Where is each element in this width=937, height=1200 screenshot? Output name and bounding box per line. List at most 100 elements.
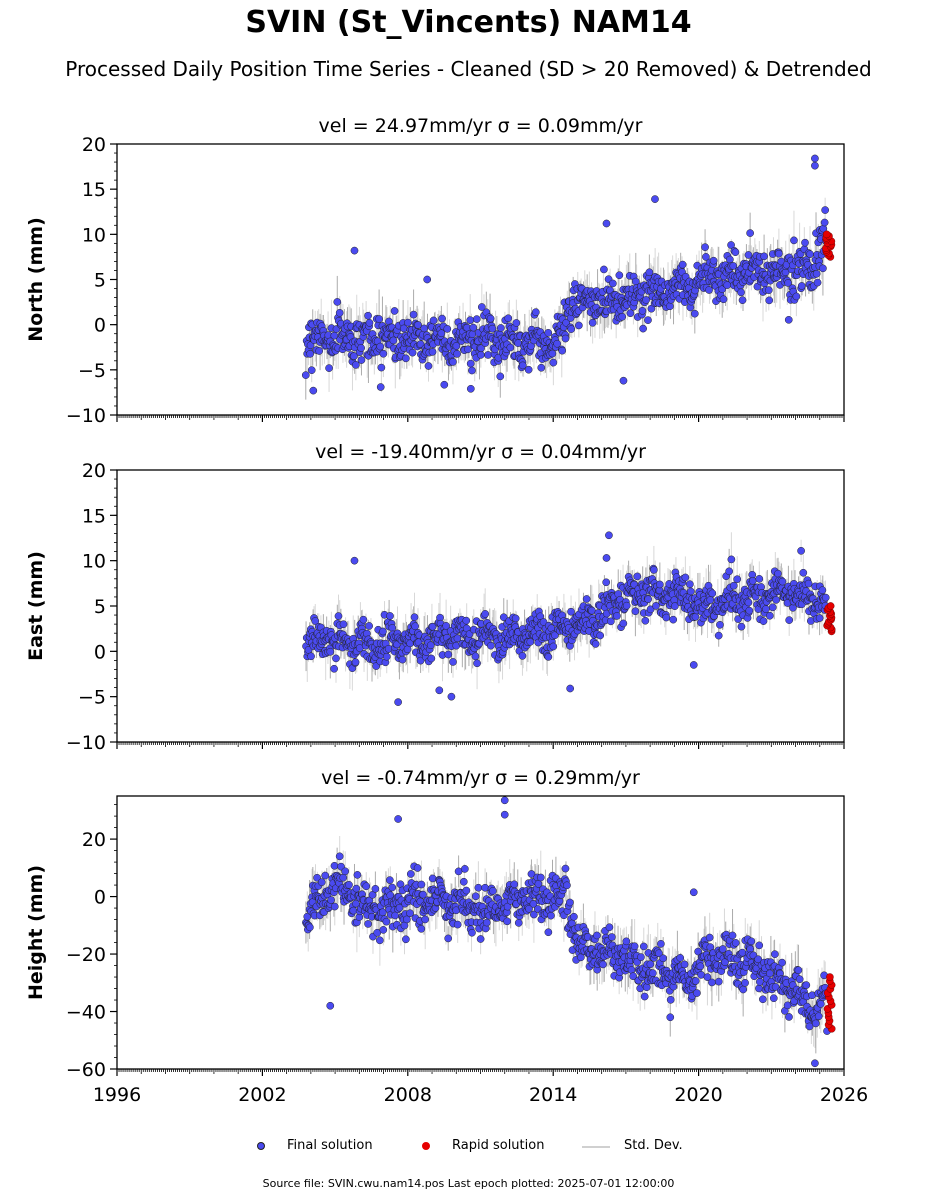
north-final-point (797, 282, 806, 290)
north-final-point (504, 314, 513, 323)
height-final-point (402, 935, 410, 944)
east-final-point (656, 580, 664, 589)
north-final-point (488, 324, 497, 333)
height-final-point (417, 924, 426, 933)
north-final-point (379, 349, 388, 358)
east-panel-title: vel = -19.40mm/yr σ = 0.04mm/yr (315, 441, 646, 463)
east-final-point (339, 620, 348, 629)
height-final-point (816, 1000, 825, 1008)
east-final-point (567, 607, 575, 616)
height-final-point (769, 994, 778, 1003)
north-final-point (806, 250, 814, 258)
north-final-point (449, 358, 457, 366)
north-final-point (476, 351, 485, 359)
north-final-point (438, 314, 446, 323)
height-final-point (642, 983, 651, 992)
east-final-point (386, 612, 394, 620)
north-final-point (729, 262, 738, 270)
north-final-point (486, 314, 495, 323)
north-final-point (429, 316, 438, 325)
north-final-point (719, 295, 728, 304)
east-final-point (607, 617, 615, 626)
east-final-point (633, 572, 642, 581)
north-y-tick-label: 5 (94, 270, 106, 292)
east-final-point (359, 615, 368, 624)
east-final-point (706, 596, 715, 604)
height-final-point (741, 979, 749, 987)
east-final-point (307, 652, 315, 661)
height-final-point (747, 937, 756, 946)
north-final-point (639, 324, 647, 333)
east-final-point (444, 650, 453, 659)
east-y-tick-label: 0 (94, 641, 106, 663)
north-final-point (315, 347, 324, 355)
north-final-point (496, 372, 505, 381)
north-final-point (377, 363, 386, 372)
north-final-point (544, 329, 553, 337)
east-final-point (691, 612, 700, 621)
east-final-point (652, 602, 660, 610)
east-final-point (426, 641, 435, 650)
north-final-point (642, 296, 650, 304)
east-y-axis-label: East (mm) (25, 551, 47, 661)
east-final-point (351, 658, 360, 667)
height-final-point (785, 1013, 793, 1021)
north-final-point (790, 236, 798, 245)
height-final-point (462, 886, 471, 895)
height-final-point (676, 954, 685, 962)
height-final-point (510, 880, 519, 889)
east-rapid-point (826, 602, 835, 610)
north-final-point (408, 348, 417, 357)
north-final-point (705, 286, 713, 294)
north-final-point (389, 336, 398, 345)
height-final-point (778, 958, 786, 967)
east-final-point (619, 619, 628, 628)
east-final-point (605, 531, 613, 540)
north-final-point (307, 366, 316, 375)
height-final-point (459, 877, 468, 886)
east-final-point (745, 606, 754, 615)
height-final-point (352, 884, 361, 893)
east-y-tick-label: 10 (82, 551, 106, 573)
east-final-point (613, 612, 621, 620)
height-final-point (765, 969, 774, 978)
north-final-point (775, 249, 783, 258)
north-final-point (784, 315, 793, 324)
height-final-point (371, 884, 380, 893)
east-final-point (398, 655, 407, 664)
height-final-point (802, 981, 811, 989)
north-final-point (820, 218, 829, 227)
north-final-point (437, 329, 446, 338)
north-final-point (731, 248, 740, 257)
height-final-point (794, 966, 803, 975)
height-x-ticks (116, 1069, 845, 1076)
height-final-point (321, 871, 330, 880)
height-final-point (376, 936, 384, 945)
east-final-point (662, 613, 671, 622)
east-final-point (453, 634, 462, 643)
height-final-point (364, 920, 372, 928)
height-final-point (453, 920, 462, 929)
height-final-point (481, 883, 489, 892)
north-final-point (553, 339, 562, 348)
height-final-point (386, 876, 394, 884)
east-final-point (447, 692, 456, 701)
east-final-point (551, 631, 559, 640)
north-final-point (468, 330, 477, 339)
north-final-point (792, 292, 801, 301)
north-final-point (738, 296, 747, 305)
height-final-point (659, 954, 668, 963)
east-final-point (799, 568, 808, 577)
north-final-point (737, 288, 745, 297)
east-final-point (602, 554, 611, 562)
north-final-point (567, 325, 576, 333)
north-final-points (301, 154, 830, 395)
north-final-point (333, 298, 342, 306)
height-final-point (693, 989, 701, 997)
north-final-point (744, 251, 753, 259)
height-final-point (341, 867, 350, 876)
height-final-point (345, 881, 353, 889)
north-final-point (690, 309, 699, 318)
height-final-point (327, 896, 335, 904)
east-final-point (332, 654, 340, 663)
